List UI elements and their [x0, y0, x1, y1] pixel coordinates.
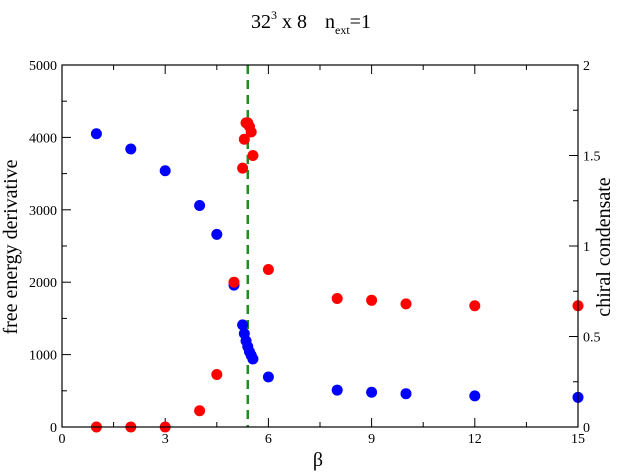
red-data-point	[469, 300, 481, 312]
blue-data-point	[194, 199, 206, 211]
title-n-value: =1	[350, 11, 371, 33]
y-left-tick-label: 5000	[29, 59, 57, 74]
x-tick-label: 3	[162, 432, 169, 447]
red-data-point	[366, 294, 378, 306]
title-n-label: n	[325, 11, 335, 33]
title-rest: x 8	[277, 11, 307, 33]
y-axis-right-label: chiral condensate	[593, 177, 615, 316]
y-axis-left-label: free energy derivative	[0, 159, 22, 334]
blue-data-point	[400, 388, 412, 400]
red-data-point	[228, 276, 240, 288]
title-main: 32	[251, 11, 271, 33]
title-exponent: 3	[271, 8, 277, 22]
blue-data-point	[469, 390, 481, 402]
y-left-tick-label: 0	[50, 421, 57, 436]
red-data-point	[238, 133, 250, 145]
blue-data-point	[237, 319, 249, 331]
y-right-tick-label: 0.5	[583, 331, 601, 346]
y-left-tick-label: 1000	[29, 349, 57, 364]
blue-data-point	[90, 128, 102, 140]
blue-data-point	[211, 228, 223, 240]
blue-data-point	[159, 165, 171, 177]
red-data-point	[262, 264, 274, 276]
red-data-point	[331, 292, 343, 304]
y-left-tick-label: 3000	[29, 204, 57, 219]
red-data-point	[247, 150, 259, 161]
y-right-tick-label: 1	[583, 240, 590, 255]
blue-data-point	[247, 353, 259, 365]
blue-data-point	[125, 143, 137, 155]
blue-data-point	[366, 386, 378, 398]
plot-frame	[61, 64, 579, 428]
y-right-tick-label: 1.5	[583, 150, 601, 165]
red-data-point	[194, 405, 206, 417]
red-data-point	[211, 369, 223, 381]
x-tick-label: 6	[265, 432, 272, 447]
y-right-tick-label: 0	[583, 421, 590, 436]
red-data-point	[245, 126, 257, 138]
red-data-point	[237, 162, 249, 174]
y-right-tick-label: 2	[583, 59, 590, 74]
points-layer	[90, 117, 584, 433]
x-tick-label: 15	[571, 432, 585, 447]
y-left-tick-label: 2000	[29, 276, 57, 291]
blue-data-point	[262, 371, 274, 383]
y-left-tick-label: 4000	[29, 131, 57, 146]
blue-data-point	[331, 384, 343, 396]
x-tick-label: 12	[468, 432, 482, 447]
red-data-point	[400, 298, 412, 310]
x-axis-label: β	[313, 449, 323, 471]
x-tick-label: 9	[368, 432, 375, 447]
x-tick-label: 0	[59, 432, 66, 447]
title-n-subscript: ext	[335, 23, 350, 37]
chart-title: 323 x 8 next=1	[251, 8, 371, 37]
